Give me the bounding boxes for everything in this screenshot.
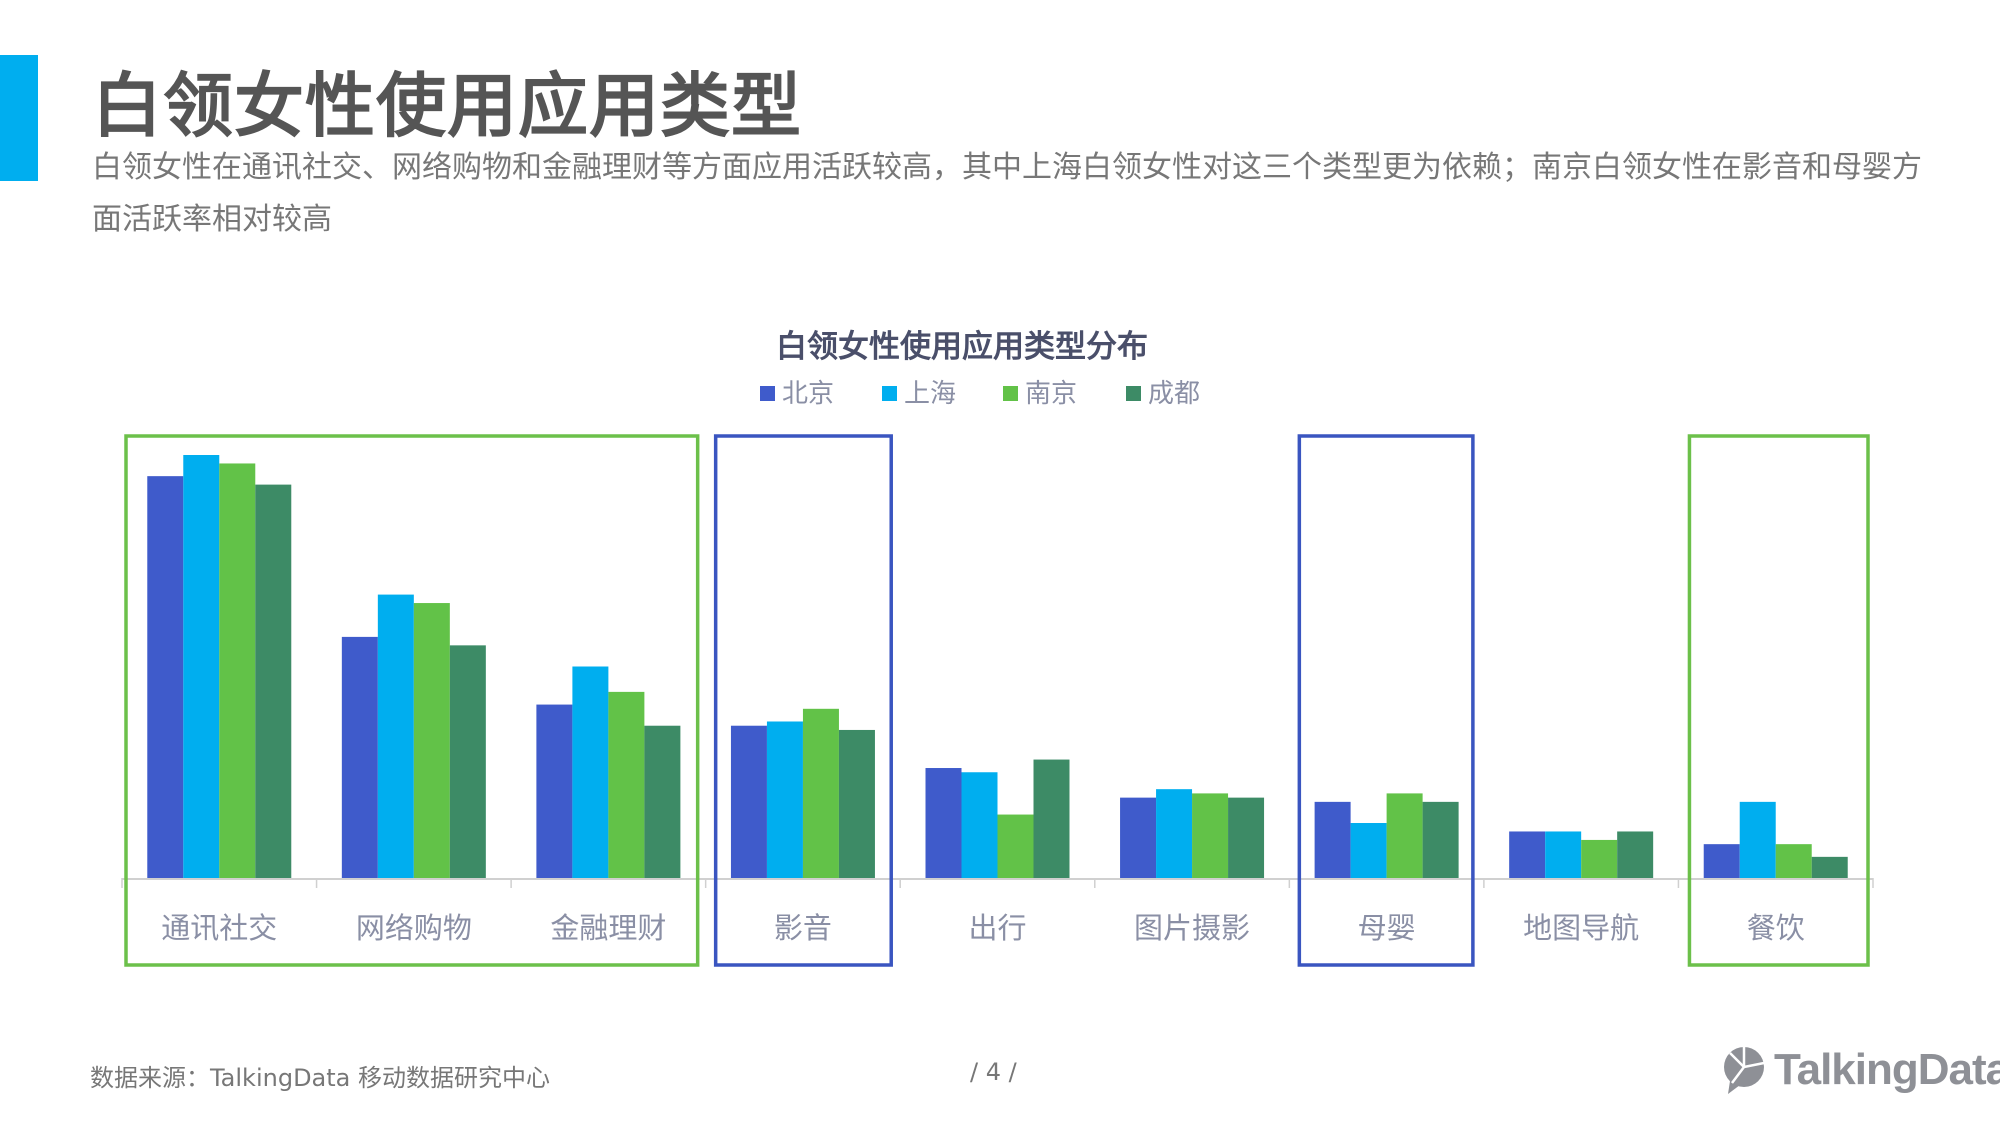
x-tick-label: 影音 xyxy=(774,911,832,945)
bar-南京-影音 xyxy=(802,708,839,878)
bar-北京-网络购物 xyxy=(341,636,378,878)
legend-swatch xyxy=(1003,386,1018,401)
bar-北京-通讯社交 xyxy=(147,476,184,878)
x-tick-label: 网络购物 xyxy=(356,911,472,945)
highlight-box xyxy=(713,434,893,967)
bar-北京-图片摄影 xyxy=(1120,797,1157,878)
highlight-box xyxy=(1687,434,1870,967)
bar-成都-影音 xyxy=(838,729,875,878)
legend: 北京 上海 南京 成都 xyxy=(760,379,1200,409)
bar-北京-母婴 xyxy=(1314,801,1351,878)
bar-成都-餐饮 xyxy=(1811,856,1848,878)
bar-上海-出行 xyxy=(961,772,998,878)
bar-南京-地图导航 xyxy=(1581,839,1618,878)
page-number: / 4 / xyxy=(970,1058,1017,1086)
bar-上海-图片摄影 xyxy=(1156,789,1193,878)
bars xyxy=(147,455,1848,878)
logo-bubble-icon xyxy=(1724,1047,1765,1094)
bar-上海-通讯社交 xyxy=(183,455,220,878)
talkingdata-logo: TalkingData xyxy=(1720,1045,2000,1095)
bar-成都-网络购物 xyxy=(449,645,486,878)
bar-成都-出行 xyxy=(1033,759,1070,878)
legend-label: 北京 xyxy=(782,379,834,409)
page-subtitle: 白领女性在通讯社交、网络购物和金融理财等方面应用活跃较高，其中上海白领女性对这三… xyxy=(92,150,1922,237)
legend-swatch xyxy=(882,386,897,401)
legend-swatch xyxy=(1126,386,1141,401)
bar-成都-图片摄影 xyxy=(1228,797,1265,878)
logo-text: TalkingData xyxy=(1774,1045,2000,1094)
bar-南京-餐饮 xyxy=(1775,844,1812,878)
source-note: 数据来源：TalkingData 移动数据研究中心 xyxy=(90,1064,551,1092)
chart-title: 白领女性使用应用类型分布 xyxy=(776,329,1148,365)
bar-上海-餐饮 xyxy=(1739,801,1776,878)
legend-label: 上海 xyxy=(904,379,956,409)
bar-北京-影音 xyxy=(730,725,767,878)
legend-swatch xyxy=(760,386,775,401)
x-tick-label: 母婴 xyxy=(1358,911,1416,945)
bar-北京-金融理财 xyxy=(536,704,573,878)
bar-上海-地图导航 xyxy=(1545,831,1582,878)
highlight-box xyxy=(1297,434,1475,967)
bar-南京-金融理财 xyxy=(608,691,645,878)
bar-上海-网络购物 xyxy=(377,594,414,878)
bar-成都-通讯社交 xyxy=(255,484,292,878)
bar-北京-出行 xyxy=(925,768,962,878)
x-tick-label: 地图导航 xyxy=(1523,911,1639,945)
bar-上海-金融理财 xyxy=(572,666,609,878)
x-axis: 通讯社交 网络购物 金融理财 影音 出行 图片摄影 母婴 地图导航 餐饮 xyxy=(121,878,1874,945)
x-tick-label: 通讯社交 xyxy=(161,911,277,945)
legend-label: 南京 xyxy=(1025,379,1077,409)
x-tick-label: 餐饮 xyxy=(1747,911,1805,945)
bar-南京-图片摄影 xyxy=(1192,793,1229,878)
bar-南京-通讯社交 xyxy=(219,463,256,878)
title-accent-bar xyxy=(0,55,38,181)
bar-南京-出行 xyxy=(997,814,1034,878)
bar-成都-母婴 xyxy=(1422,801,1459,878)
x-tick-label: 图片摄影 xyxy=(1134,911,1250,945)
bar-上海-影音 xyxy=(766,721,803,878)
page-title: 白领女性使用应用类型 xyxy=(92,65,802,147)
highlight-box xyxy=(124,434,700,967)
legend-label: 成都 xyxy=(1148,379,1200,409)
bar-南京-母婴 xyxy=(1386,793,1423,878)
highlight-boxes xyxy=(124,434,1870,967)
bar-成都-金融理财 xyxy=(644,725,681,878)
bar-上海-母婴 xyxy=(1350,823,1387,878)
bar-北京-地图导航 xyxy=(1509,831,1546,878)
x-tick-label: 出行 xyxy=(968,911,1026,945)
x-tick-label: 金融理财 xyxy=(550,911,666,945)
bar-成都-地图导航 xyxy=(1617,831,1654,878)
bar-南京-网络购物 xyxy=(413,603,450,878)
bar-北京-餐饮 xyxy=(1703,844,1740,878)
